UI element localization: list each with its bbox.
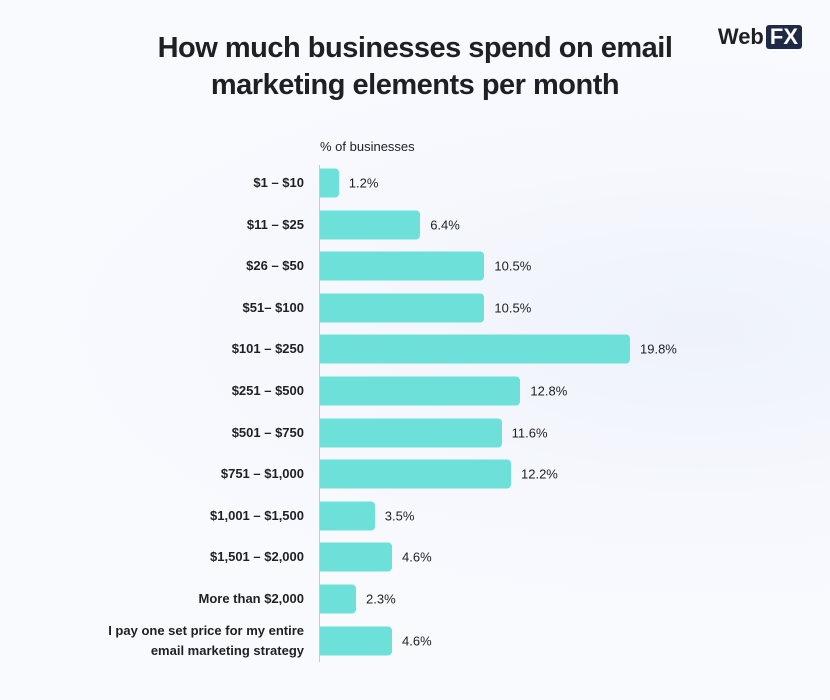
logo-text: Web — [717, 24, 764, 49]
bar — [320, 210, 421, 240]
category-label: $26 – $50 — [246, 258, 304, 274]
value-label: 4.6% — [402, 633, 432, 649]
category-label: $751 – $1,000 — [220, 466, 304, 482]
category-label: $51– $100 — [242, 299, 304, 315]
value-label: 10.5% — [494, 300, 532, 316]
value-label: 6.4% — [430, 217, 460, 233]
category-label: $501 – $750 — [231, 424, 304, 440]
bar — [320, 251, 485, 281]
bar — [320, 168, 339, 198]
value-label: 1.2% — [348, 175, 379, 191]
bar — [320, 459, 511, 489]
category-label: More than $2,000 — [198, 591, 305, 606]
category-label: $251 – $500 — [231, 383, 304, 398]
value-label: 10.5% — [494, 258, 532, 274]
category-label: $1,501 – $2,000 — [210, 549, 304, 565]
bar — [320, 626, 393, 656]
value-label: 4.6% — [402, 549, 432, 565]
value-label: 11.6% — [511, 425, 548, 441]
category-label: $101 – $250 — [231, 341, 304, 357]
category-label: $11 – $25 — [246, 216, 304, 232]
value-label: 2.3% — [366, 591, 396, 607]
logo-badge: FX — [765, 25, 802, 49]
bar — [320, 418, 502, 448]
logo: Web FX — [718, 24, 802, 50]
axis-label: % of businesses — [320, 139, 415, 154]
chart-title: How much businesses spend on email marke… — [157, 32, 673, 101]
value-label: 12.2% — [521, 466, 558, 482]
bar — [320, 584, 356, 614]
bar — [320, 376, 521, 406]
value-label: 3.5% — [384, 508, 415, 524]
bar — [320, 501, 375, 531]
category-label: $1,001 – $1,500 — [210, 507, 304, 523]
bar — [320, 542, 393, 572]
value-label: 12.8% — [530, 383, 568, 399]
value-label: 19.8% — [640, 341, 677, 357]
axis-line — [319, 165, 320, 662]
category-label: I pay one set price for my entire email … — [108, 622, 304, 658]
bar — [320, 293, 485, 323]
category-label: $1 – $10 — [253, 175, 304, 190]
bar — [320, 334, 630, 364]
